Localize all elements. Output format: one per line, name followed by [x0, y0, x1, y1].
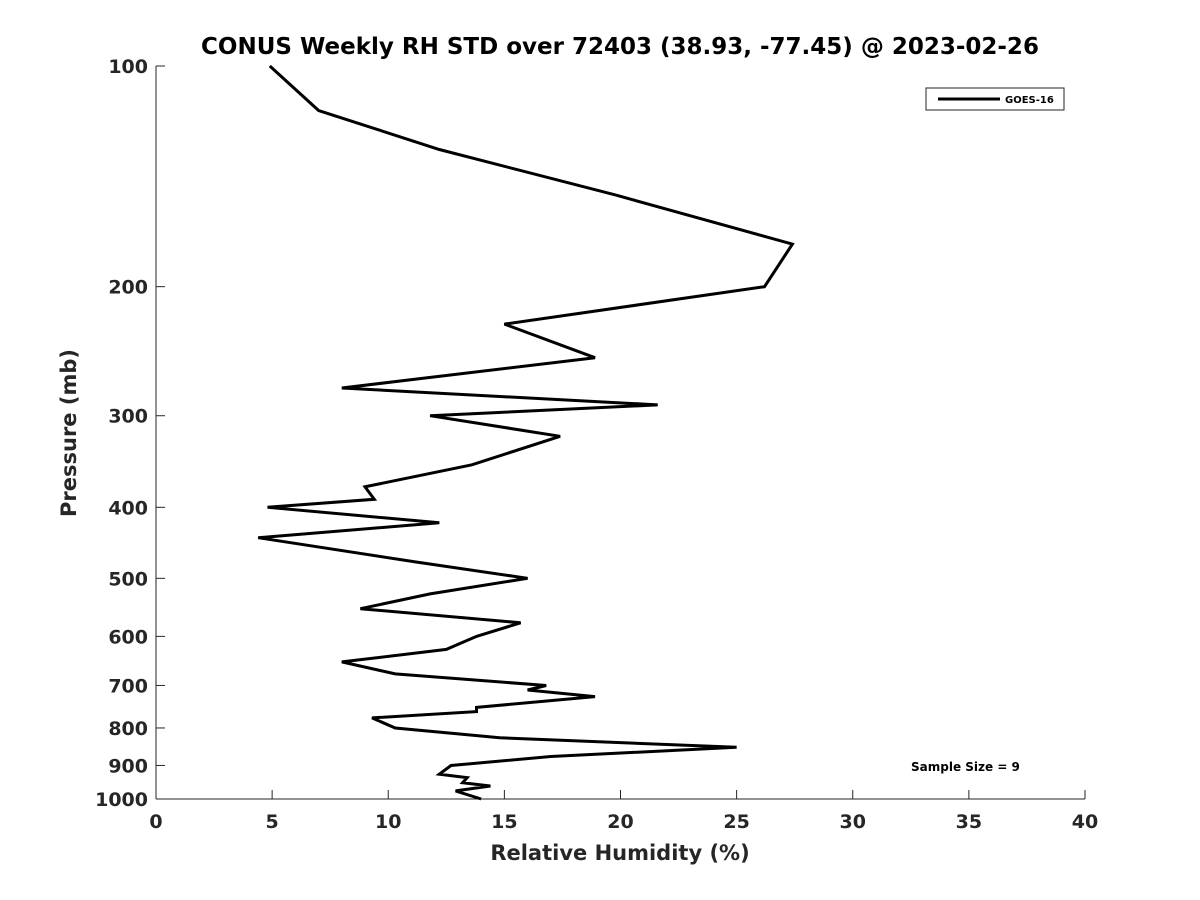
legend: GOES-16 — [925, 87, 1065, 111]
x-tick-label: 20 — [607, 811, 633, 833]
x-tick-label: 5 — [266, 811, 279, 833]
y-tick-label: 1000 — [95, 789, 148, 811]
x-tick-label: 35 — [956, 811, 982, 833]
series-group — [257, 64, 795, 801]
y-tick-label: 600 — [108, 626, 148, 648]
x-tick-label: 0 — [149, 811, 162, 833]
y-tick-label: 900 — [108, 755, 148, 777]
x-tick-label: 15 — [491, 811, 517, 833]
y-tick-label: 300 — [108, 406, 148, 428]
x-axis-label: Relative Humidity (%) — [490, 841, 749, 865]
y-tick-label: 700 — [108, 675, 148, 697]
plot-axes — [155, 66, 1085, 800]
y-tick-label: 800 — [108, 718, 148, 740]
y-tick-label: 400 — [108, 497, 148, 519]
y-tick-label: 500 — [108, 568, 148, 590]
y-tick-label: 200 — [108, 277, 148, 299]
y-tick-label: 100 — [108, 56, 148, 78]
chart-title: CONUS Weekly RH STD over 72403 (38.93, -… — [201, 34, 1039, 60]
x-tick-label: 10 — [375, 811, 401, 833]
y-ticks: 100 200 300 400 500 600 700 800 900 1000 — [95, 56, 165, 811]
legend-label: GOES-16 — [1005, 95, 1054, 106]
x-tick-label: 30 — [840, 811, 866, 833]
x-tick-label: 25 — [723, 811, 749, 833]
x-ticks: 0 5 10 15 20 25 30 35 40 — [149, 790, 1098, 833]
y-axis-label: Pressure (mb) — [57, 349, 81, 517]
sample-size-note: Sample Size = 9 — [911, 760, 1020, 774]
series-line-0 — [257, 64, 795, 801]
x-tick-label: 40 — [1072, 811, 1098, 833]
